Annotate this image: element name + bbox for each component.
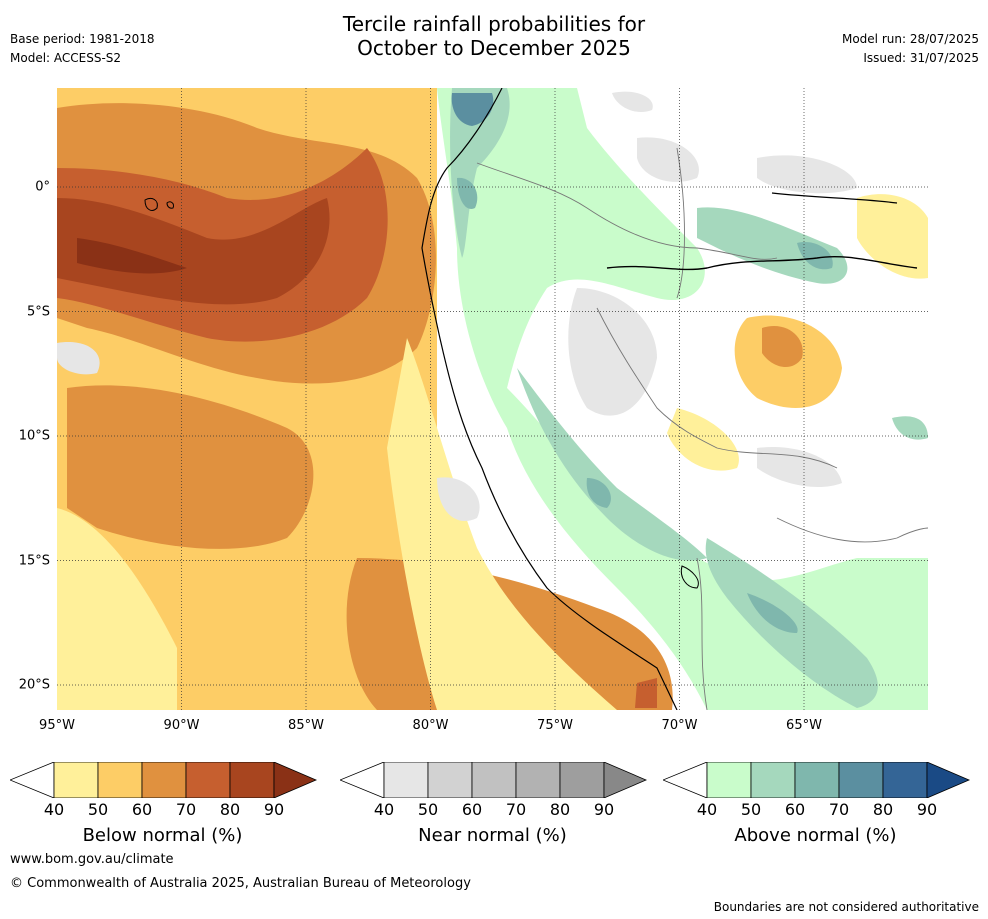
y-tick-20s: 20°S	[18, 677, 50, 693]
above-tick-70: 70	[828, 800, 850, 819]
country-border	[696, 557, 708, 710]
coastline	[421, 88, 678, 710]
x-tick-65w: 65°W	[786, 718, 822, 733]
x-tick-85w: 85°W	[288, 718, 324, 733]
model-text: Model: ACCESS-S2	[10, 51, 122, 65]
title-line-1: Tercile rainfall probabilities for	[342, 12, 646, 36]
below-tick-60: 60	[131, 800, 153, 819]
country-border	[676, 147, 685, 299]
below-tick-40: 40	[43, 800, 65, 819]
near-tick-50: 50	[417, 800, 439, 819]
title-line-2: October to December 2025	[357, 36, 631, 60]
base-period-text: Base period: 1981-2018	[10, 32, 155, 46]
y-tick-15s: 15°S	[18, 553, 50, 568]
near-tick-60: 60	[461, 800, 483, 819]
disclaimer-text: Boundaries are not considered authoritat…	[713, 900, 979, 914]
x-tick-75w: 75°W	[537, 718, 573, 733]
y-tick-10s: 10°S	[18, 428, 50, 444]
above-tick-80: 80	[872, 800, 894, 819]
model-run-text: Model run: 28/07/2025	[841, 32, 979, 46]
y-tick-0: 0°	[35, 179, 50, 195]
amazon-river	[606, 255, 918, 271]
above-tick-50: 50	[740, 800, 762, 819]
above-tick-40: 40	[696, 800, 718, 819]
near-tick-80: 80	[549, 800, 571, 819]
colorbar-above	[661, 761, 973, 802]
above-tick-60: 60	[784, 800, 806, 819]
above-tick-90: 90	[916, 800, 938, 819]
y-tick-5s: 5°S	[26, 304, 50, 319]
x-tick-95w: 95°W	[39, 718, 75, 733]
below-tick-90: 90	[263, 800, 285, 819]
page-title: Tercile rainfall probabilities for Octob…	[0, 12, 988, 60]
x-tick-80w: 80°W	[412, 718, 449, 733]
river	[771, 192, 898, 204]
country-border	[476, 162, 778, 260]
galapagos-islands	[144, 197, 174, 211]
below-normal-label: Below normal (%)	[82, 825, 243, 846]
issued-text: Issued: 31/07/2025	[863, 51, 979, 65]
x-tick-90w: 90°W	[163, 718, 200, 733]
map-canvas	[57, 88, 928, 710]
lake-titicaca	[680, 565, 699, 589]
near-tick-40: 40	[373, 800, 395, 819]
country-border	[596, 307, 838, 469]
colorbar-near	[338, 761, 650, 802]
copyright-text: © Commonwealth of Australia 2025, Austra…	[10, 876, 471, 891]
below-tick-80: 80	[219, 800, 241, 819]
x-tick-70w: 70°W	[661, 718, 698, 733]
colorbar-below	[8, 761, 320, 802]
website-text: www.bom.gov.au/climate	[10, 852, 174, 867]
country-border	[776, 517, 928, 543]
near-normal-label: Near normal (%)	[418, 825, 567, 846]
below-tick-50: 50	[87, 800, 109, 819]
above-normal-label: Above normal (%)	[734, 825, 897, 846]
below-tick-70: 70	[175, 800, 197, 819]
near-tick-70: 70	[505, 800, 527, 819]
grid-lines	[57, 88, 928, 710]
rainfall-probability-map	[57, 88, 928, 710]
near-tick-90: 90	[593, 800, 615, 819]
